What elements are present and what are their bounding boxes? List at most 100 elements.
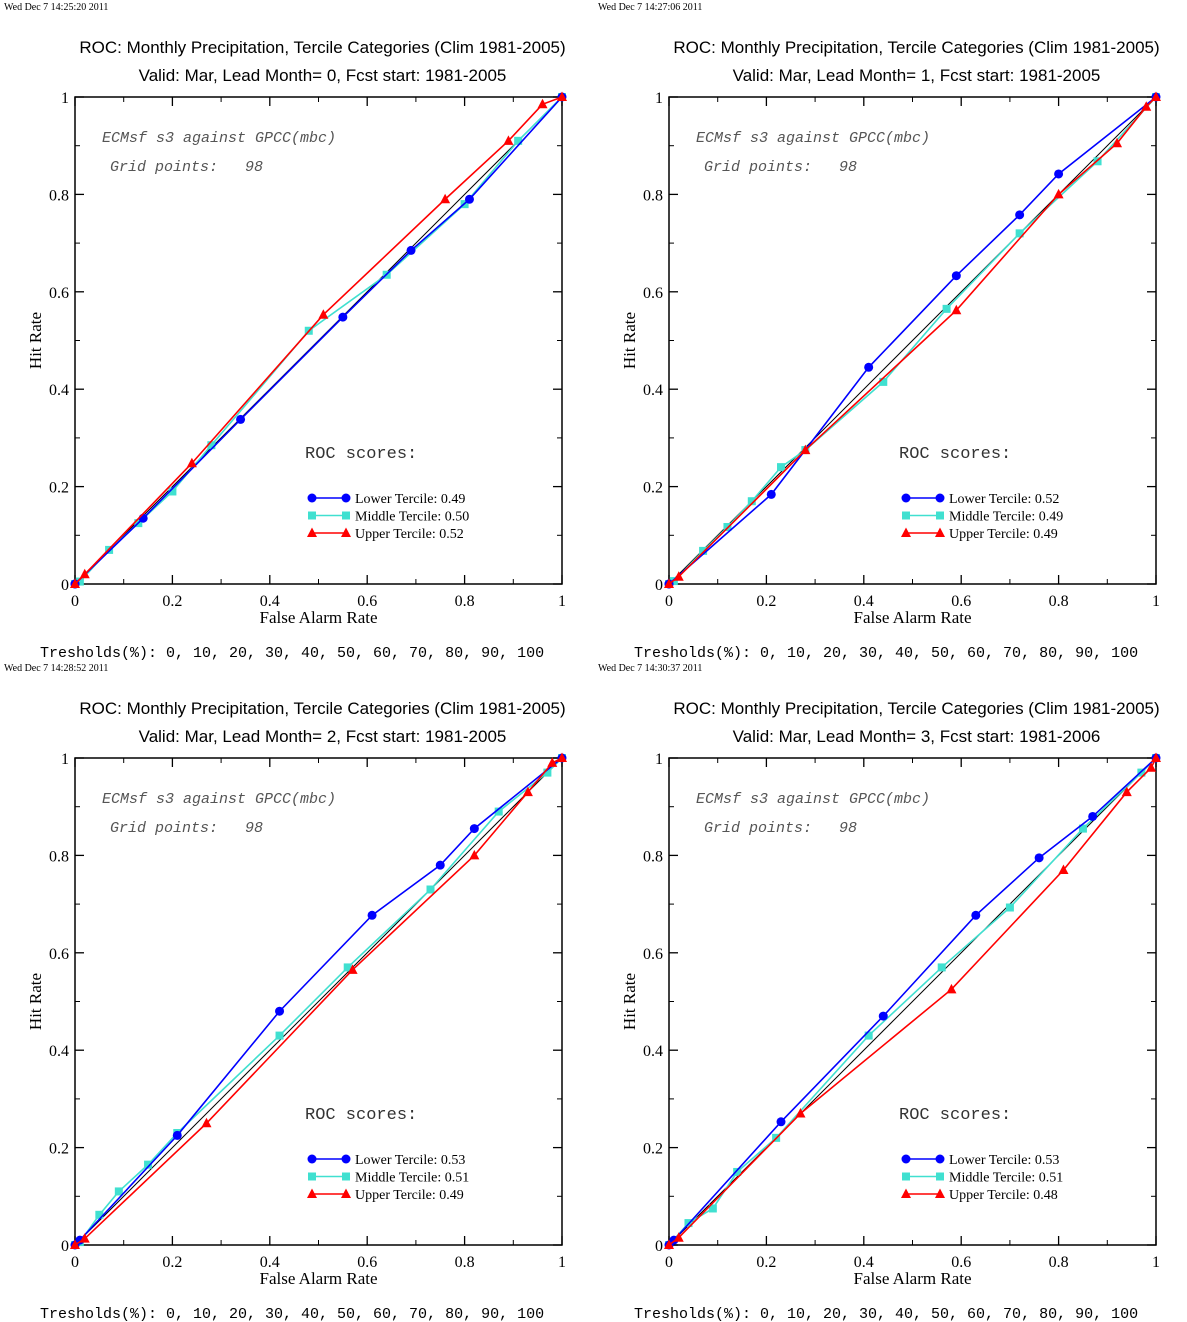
upper-tercile-point: [557, 91, 567, 101]
x-tick-label: 0.8: [1049, 593, 1069, 610]
y-tick-label: 1: [61, 751, 69, 768]
upper-tercile-series: [70, 752, 567, 1249]
y-axis-label: Hit Rate: [620, 312, 639, 369]
legend-marker: [307, 527, 317, 537]
upper-tercile-line: [668, 757, 1157, 1246]
x-tick-label: 0.2: [162, 1254, 182, 1271]
y-tick-label: 0.4: [49, 1043, 69, 1060]
lower-tercile-point: [138, 513, 148, 523]
x-tick-label: 0.4: [260, 1254, 280, 1271]
y-tick-label: 0.6: [49, 946, 69, 963]
lower-tercile-point: [951, 271, 961, 281]
lower-tercile-point: [878, 1011, 888, 1021]
upper-tercile-point: [664, 578, 674, 588]
thresholds-label: Tresholds(%): 0, 10, 20, 30, 40, 50, 60,…: [40, 1306, 544, 1322]
legend-item-lower: Lower Tercile: 0.52: [901, 492, 1059, 507]
thresholds-label: Tresholds(%): 0, 10, 20, 30, 40, 50, 60,…: [634, 645, 1138, 662]
upper-tercile-point: [70, 1239, 80, 1249]
no-skill-diagonal: [74, 757, 563, 1246]
source-annotation: ECMsf s3 against GPCC(mbc): [696, 791, 930, 808]
chart-subtitle: Valid: Mar, Lead Month= 3, Fcst start: 1…: [733, 727, 1101, 746]
roc-chart-lead1: Wed Dec 7 14:27:06 2011 ROC: Monthly Prec…: [598, 2, 1161, 662]
legend-marker: [308, 1172, 316, 1181]
legend-item-middle: Middle Tercile: 0.50: [308, 510, 469, 525]
lower-tercile-line: [668, 757, 1157, 1246]
y-tick-label: 0.2: [49, 480, 69, 497]
middle-tercile-point: [95, 1210, 104, 1219]
legend-label-upper: Upper Tercile: 0.52: [355, 527, 464, 542]
roc-chart-lead2: Wed Dec 7 14:28:52 2011 ROC: Monthly Prec…: [4, 663, 567, 1322]
upper-tercile-point: [440, 193, 451, 204]
source-annotation: ECMsf s3 against GPCC(mbc): [102, 130, 336, 147]
chart-title: ROC: Monthly Precipitation, Tercile Cate…: [79, 699, 565, 718]
legend-marker: [341, 1188, 351, 1198]
middle-tercile-point: [543, 768, 552, 777]
y-tick-label: 0.6: [643, 946, 663, 963]
legend: Lower Tercile: 0.53 Middle Tercile: 0.51 U…: [307, 1153, 469, 1203]
upper-tercile-point: [547, 757, 558, 767]
legend-item-lower: Lower Tercile: 0.53: [901, 1153, 1059, 1168]
x-tick-label: 0.4: [854, 1254, 874, 1271]
upper-tercile-point: [1146, 762, 1157, 772]
legend-label-middle: Middle Tercile: 0.49: [949, 510, 1063, 525]
upper-tercile-series: [664, 752, 1161, 1249]
x-tick-label: 0.6: [357, 1254, 377, 1271]
legend-marker: [307, 1154, 317, 1164]
grid-points-annotation: Grid points: 98: [110, 820, 263, 837]
lower-tercile-point: [338, 312, 348, 322]
lower-tercile-point: [1034, 853, 1044, 863]
y-tick-label: 0.4: [49, 382, 69, 399]
upper-tercile-point: [557, 752, 567, 762]
x-tick-label: 0.6: [951, 1254, 971, 1271]
legend-item-middle: Middle Tercile: 0.51: [308, 1171, 469, 1186]
middle-tercile-point: [937, 963, 946, 972]
y-tick-label: 1: [655, 90, 663, 107]
upper-tercile-point: [347, 964, 358, 974]
upper-tercile-point: [70, 578, 80, 588]
grid-points-annotation: Grid points: 98: [110, 159, 263, 176]
upper-tercile-series: [664, 91, 1161, 588]
x-tick-label: 0.4: [854, 593, 874, 610]
roc-chart-lead0: Wed Dec 7 14:25:20 2011 ROC: Monthly Prec…: [4, 2, 567, 662]
legend: Lower Tercile: 0.52 Middle Tercile: 0.49 U…: [901, 492, 1063, 542]
y-tick-label: 0.8: [49, 187, 69, 204]
roc-panel-lead0: Wed Dec 7 14:25:20 2011 ROC: Monthly Prec…: [0, 0, 594, 662]
lower-tercile-point: [275, 1006, 285, 1016]
middle-tercile-point: [864, 1031, 873, 1040]
legend-marker: [341, 527, 351, 537]
timestamp: Wed Dec 7 14:27:06 2011: [598, 2, 702, 13]
lower-tercile-point: [766, 489, 776, 499]
middle-tercile-point: [275, 1031, 284, 1040]
y-tick-label: 0.8: [49, 848, 69, 865]
x-tick-label: 0.8: [1049, 1254, 1069, 1271]
middle-tercile-point: [777, 463, 786, 472]
y-axis-label: Hit Rate: [620, 973, 639, 1030]
legend-item-lower: Lower Tercile: 0.53: [307, 1153, 465, 1168]
x-tick-label: 0.4: [260, 593, 280, 610]
legend-marker: [935, 1188, 945, 1198]
y-tick-label: 0.4: [643, 382, 663, 399]
y-tick-label: 1: [655, 751, 663, 768]
y-tick-label: 0: [655, 1238, 663, 1255]
legend-marker: [342, 511, 350, 520]
upper-tercile-line: [668, 96, 1157, 585]
roc-chart-lead3: Wed Dec 7 14:30:37 2011 ROC: Monthly Prec…: [598, 663, 1161, 1322]
legend-item-upper: Upper Tercile: 0.52: [307, 527, 464, 542]
upper-tercile-point: [1121, 786, 1132, 797]
grid-points-annotation: Grid points: 98: [704, 159, 857, 176]
upper-tercile-point: [795, 1108, 806, 1118]
x-tick-label: 1: [558, 593, 566, 610]
upper-tercile-point: [79, 1233, 90, 1243]
legend-label-middle: Middle Tercile: 0.51: [949, 1171, 1063, 1186]
middle-tercile-point: [207, 441, 216, 450]
x-axis-label: False Alarm Rate: [259, 608, 377, 627]
lower-tercile-point: [435, 860, 445, 870]
legend-label-middle: Middle Tercile: 0.51: [355, 1171, 469, 1186]
legend-label-lower: Lower Tercile: 0.52: [949, 492, 1059, 507]
x-tick-label: 0: [665, 593, 673, 610]
upper-tercile-point: [1112, 137, 1123, 148]
chart-title: ROC: Monthly Precipitation, Tercile Cate…: [79, 38, 565, 57]
middle-tercile-point: [733, 1167, 742, 1176]
upper-tercile-point: [522, 786, 533, 797]
x-axis-label: False Alarm Rate: [853, 608, 971, 627]
